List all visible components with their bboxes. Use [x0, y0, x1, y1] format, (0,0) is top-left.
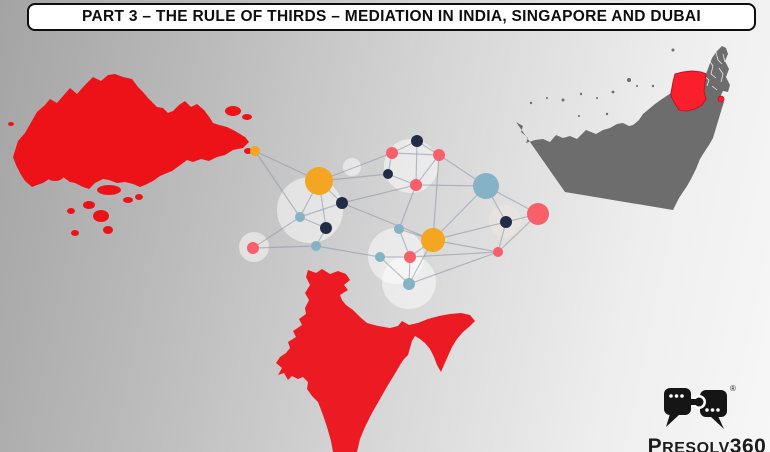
network-edge [299, 202, 343, 218]
network-edge [391, 152, 440, 156]
network-node [500, 216, 512, 228]
network-node [311, 241, 321, 251]
singapore-islets [8, 106, 252, 236]
network-node [386, 147, 398, 159]
network-node [411, 135, 423, 147]
network-edge [432, 221, 507, 241]
network-node [320, 222, 332, 234]
network-node [295, 212, 305, 222]
network-node [250, 146, 260, 156]
network-edge [409, 251, 499, 258]
brand-mid: RESOLV [662, 440, 730, 452]
network-node [383, 169, 393, 179]
page-title: PART 3 – THE RULE OF THIRDS – MEDIATION … [82, 8, 701, 25]
network-node [403, 278, 415, 290]
network-node [375, 252, 385, 262]
network-edge [432, 154, 440, 241]
network-node [421, 228, 445, 252]
uae-map [516, 46, 730, 210]
presolv360-logo: ® PRESOLV360 [632, 380, 770, 452]
network-node [394, 224, 404, 234]
singapore-island [13, 74, 249, 189]
network-edge [398, 184, 417, 230]
network-edge [341, 202, 434, 241]
india-silhouette [276, 269, 475, 452]
brand-leading: P [647, 435, 663, 452]
speech-bubbles-icon: ® [664, 384, 736, 429]
network-node [493, 247, 503, 257]
brand-tail: 360 [729, 435, 767, 452]
network-edge [252, 216, 301, 249]
title-banner: PART 3 – THE RULE OF THIRDS – MEDIATION … [27, 3, 756, 31]
network-edge [408, 251, 499, 285]
singapore-map [8, 74, 252, 236]
network-node [336, 197, 348, 209]
network-node [247, 242, 259, 254]
network-edge [415, 154, 440, 186]
uae-emirate-borders [703, 51, 726, 91]
network-node [410, 179, 422, 191]
uae-islets [529, 48, 675, 117]
network-edge [315, 245, 381, 258]
uae-hatta-exclave [717, 95, 725, 103]
network-edge [415, 140, 418, 186]
india-map [276, 269, 475, 452]
network-node [305, 167, 333, 195]
network-node [473, 173, 499, 199]
network-node [433, 149, 445, 161]
registered-mark: ® [730, 384, 736, 393]
network-edge [379, 256, 410, 285]
network-edge [254, 150, 301, 218]
network-node [527, 203, 549, 225]
network-node [404, 251, 416, 263]
network-edge [252, 245, 317, 249]
brand-name: PRESOLV360 [632, 436, 770, 452]
network-edge [341, 184, 417, 204]
network-halo [343, 158, 361, 176]
uae-dubai-region [670, 70, 707, 112]
